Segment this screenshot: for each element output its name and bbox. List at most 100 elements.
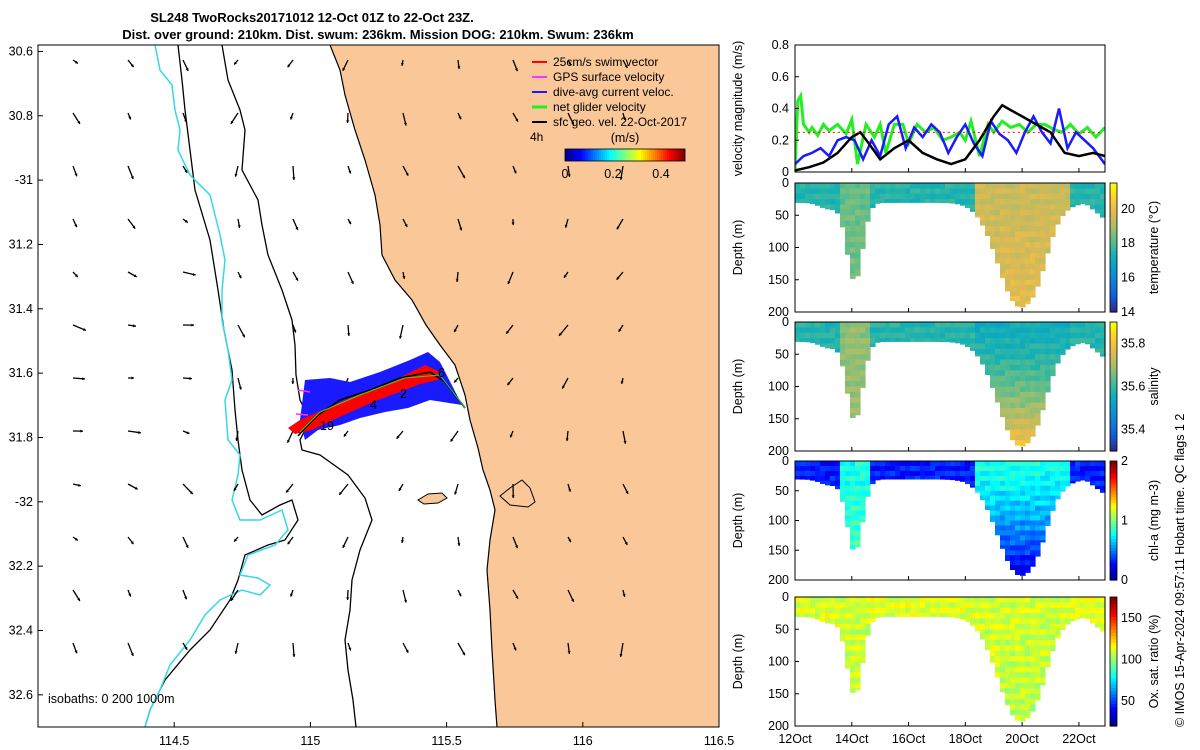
section-cell xyxy=(1095,485,1101,490)
section-cell xyxy=(1045,386,1051,393)
section-cell xyxy=(855,495,861,502)
section-cell xyxy=(860,510,866,517)
colorbar-cell xyxy=(1110,541,1117,545)
section-cell xyxy=(835,461,841,467)
section-cell xyxy=(1065,327,1071,334)
swim-vector-cloud xyxy=(288,365,440,434)
section-cell xyxy=(855,263,861,270)
section-cell xyxy=(1025,645,1031,652)
map-ytick-label: 31.2 xyxy=(9,237,33,251)
section-cell xyxy=(1075,338,1081,345)
section-cell xyxy=(1035,634,1041,641)
section-cell xyxy=(1025,343,1031,350)
section-cell xyxy=(1070,618,1076,622)
section-cell xyxy=(960,183,966,189)
section-cell xyxy=(1025,629,1031,636)
section-cell xyxy=(950,327,956,334)
section-cell xyxy=(1075,204,1081,206)
section-cell xyxy=(970,470,976,477)
section-cell xyxy=(1005,429,1011,431)
section-cell xyxy=(870,332,876,339)
section-cell xyxy=(1015,699,1021,706)
section-cell xyxy=(850,338,856,345)
section-cell xyxy=(1035,365,1041,371)
section-cell xyxy=(910,338,916,342)
section-cell xyxy=(915,188,921,195)
section-cell xyxy=(1030,199,1036,206)
section-cell xyxy=(795,193,801,200)
section-cell xyxy=(810,327,816,334)
section-cell xyxy=(935,597,941,603)
section-cell xyxy=(1030,510,1036,517)
geo-velocity-arrow xyxy=(182,483,194,495)
section-cell xyxy=(855,236,861,243)
section-cell xyxy=(860,193,866,200)
section-cell xyxy=(1075,183,1081,189)
section-cell xyxy=(930,332,936,339)
section-cell xyxy=(850,365,856,371)
section-cell xyxy=(1050,343,1056,350)
section-cell xyxy=(980,193,986,200)
section-cell xyxy=(1010,623,1016,630)
section-cell xyxy=(955,475,961,481)
section-cell xyxy=(980,634,986,640)
section-cell xyxy=(950,332,956,339)
section-cell xyxy=(1020,629,1026,636)
section-cell xyxy=(1025,480,1031,487)
section-cell xyxy=(1060,199,1066,206)
section-cell xyxy=(1020,413,1026,420)
colorbar-cell xyxy=(1110,260,1117,265)
colorbar-cell xyxy=(1110,244,1117,249)
section-cell xyxy=(855,634,861,641)
section-cell xyxy=(970,327,976,334)
section-cell xyxy=(805,602,811,609)
section-cell xyxy=(1020,338,1026,345)
section-cell xyxy=(855,505,861,512)
colorbar-cell xyxy=(1110,276,1117,281)
section-cell xyxy=(1040,209,1046,216)
colorbar-cell xyxy=(1110,221,1117,226)
section-cell xyxy=(845,391,851,394)
section-cell xyxy=(1010,220,1016,227)
section-cell xyxy=(935,188,941,195)
colorbar-cell xyxy=(1110,690,1117,695)
section-cell xyxy=(1050,461,1056,467)
section-cell xyxy=(835,338,841,345)
colorbar-cell xyxy=(1110,511,1117,516)
colorbar-cell xyxy=(1110,338,1117,342)
section-cell xyxy=(850,602,856,609)
section-cell xyxy=(830,332,836,339)
section-cell xyxy=(985,461,991,467)
geo-velocity-arrow xyxy=(400,59,404,67)
section-cell xyxy=(940,597,946,603)
section-cell xyxy=(990,515,996,522)
section-cell xyxy=(1025,258,1031,265)
section-cell xyxy=(1035,183,1041,189)
section-cell xyxy=(1000,413,1006,418)
section-cell xyxy=(1015,338,1021,345)
section-cell xyxy=(815,338,821,345)
colorbar-cell xyxy=(649,149,652,161)
colorbar-cell xyxy=(1110,606,1117,611)
section-cell xyxy=(895,188,901,195)
section-cell xyxy=(845,661,851,668)
section-cell xyxy=(930,188,936,195)
geo-velocity-arrow xyxy=(287,59,294,68)
section-cell xyxy=(1000,666,1006,673)
section-cell xyxy=(1000,397,1006,404)
section-cell xyxy=(970,183,976,189)
section-cell xyxy=(1035,285,1041,287)
colorbar-cell xyxy=(1110,418,1117,423)
section-cell xyxy=(820,466,826,472)
section-cell xyxy=(940,470,946,477)
section-cell xyxy=(965,466,971,472)
colorbar-cell xyxy=(1110,655,1117,659)
section-cell xyxy=(900,461,906,467)
section-cell xyxy=(1030,188,1036,195)
geo-velocity-arrow xyxy=(127,112,132,120)
colorbar-cell xyxy=(1110,475,1117,480)
section-cell xyxy=(985,338,991,345)
section-cell xyxy=(1100,327,1106,334)
colorbar-cell xyxy=(1110,529,1117,533)
section-cell xyxy=(1025,226,1031,232)
